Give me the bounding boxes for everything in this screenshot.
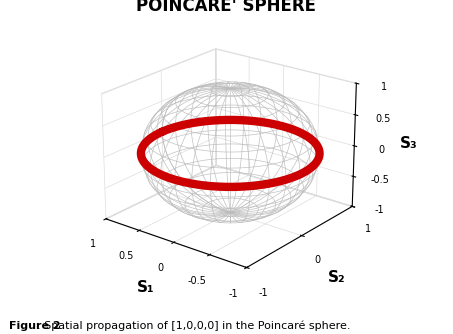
Title: POINCARE' SPHERE: POINCARE' SPHERE bbox=[136, 0, 317, 15]
X-axis label: S₁: S₁ bbox=[137, 280, 154, 295]
Text: : Spatial propagation of [1,0,0,0] in the Poincaré sphere.: : Spatial propagation of [1,0,0,0] in th… bbox=[37, 320, 351, 331]
Text: Figure 2: Figure 2 bbox=[9, 321, 61, 331]
Y-axis label: S₂: S₂ bbox=[328, 270, 346, 285]
